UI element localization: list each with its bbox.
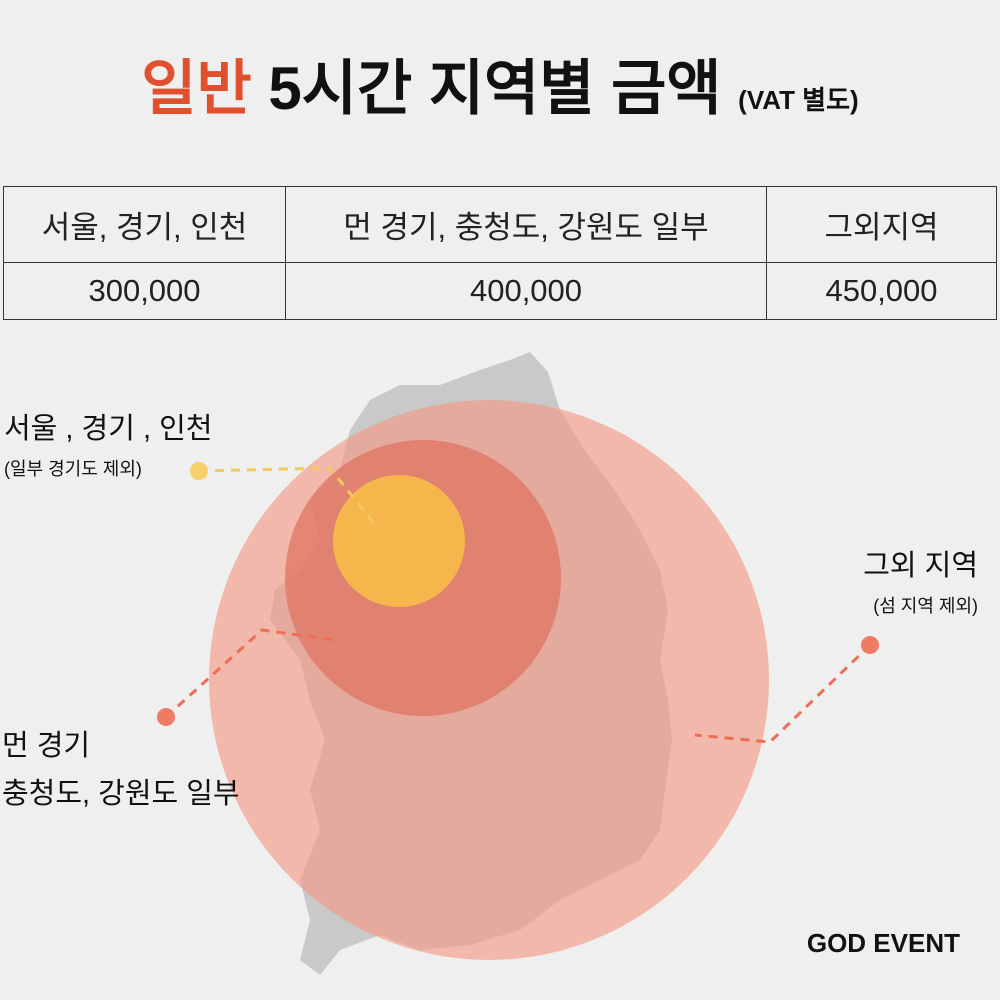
header-cell: 먼 경기, 충청도, 강원도 일부 <box>285 186 767 263</box>
price-cell: 300,000 <box>3 262 286 320</box>
title-note: (VAT 별도) <box>738 85 859 115</box>
brand: GOD EVENT <box>806 928 960 958</box>
header-cell: 서울, 경기, 인천 <box>3 186 286 263</box>
leader-line <box>164 628 336 719</box>
zone-note: (섬 지역 제외) <box>873 596 978 616</box>
zone-label: 먼 경기 <box>2 730 91 762</box>
header-cell: 그외지역 <box>766 186 997 263</box>
zone-label: 충청도, 강원도 일부 <box>2 778 240 810</box>
marker-dot <box>861 636 879 654</box>
title: 일반 5시간 지역별 금액 (VAT 별도) <box>0 40 1000 127</box>
zone-label: 그외 지역 <box>863 550 978 582</box>
title-highlight: 일반 <box>141 55 252 122</box>
price-cell: 450,000 <box>766 262 997 320</box>
marker-dot <box>190 462 208 480</box>
inner-zone <box>333 475 465 607</box>
price-table: 서울, 경기, 인천 먼 경기, 충청도, 강원도 일부 그외지역 300,000 4… <box>3 186 997 320</box>
title-main: 5시간 지역별 금액 <box>268 55 722 122</box>
price-cell: 400,000 <box>285 262 767 320</box>
leader-line <box>198 466 377 526</box>
zone-note: (일부 경기도 제외) <box>4 459 142 479</box>
marker-dot <box>157 708 175 726</box>
zone-label: 서울 , 경기 , 인천 <box>4 413 213 445</box>
